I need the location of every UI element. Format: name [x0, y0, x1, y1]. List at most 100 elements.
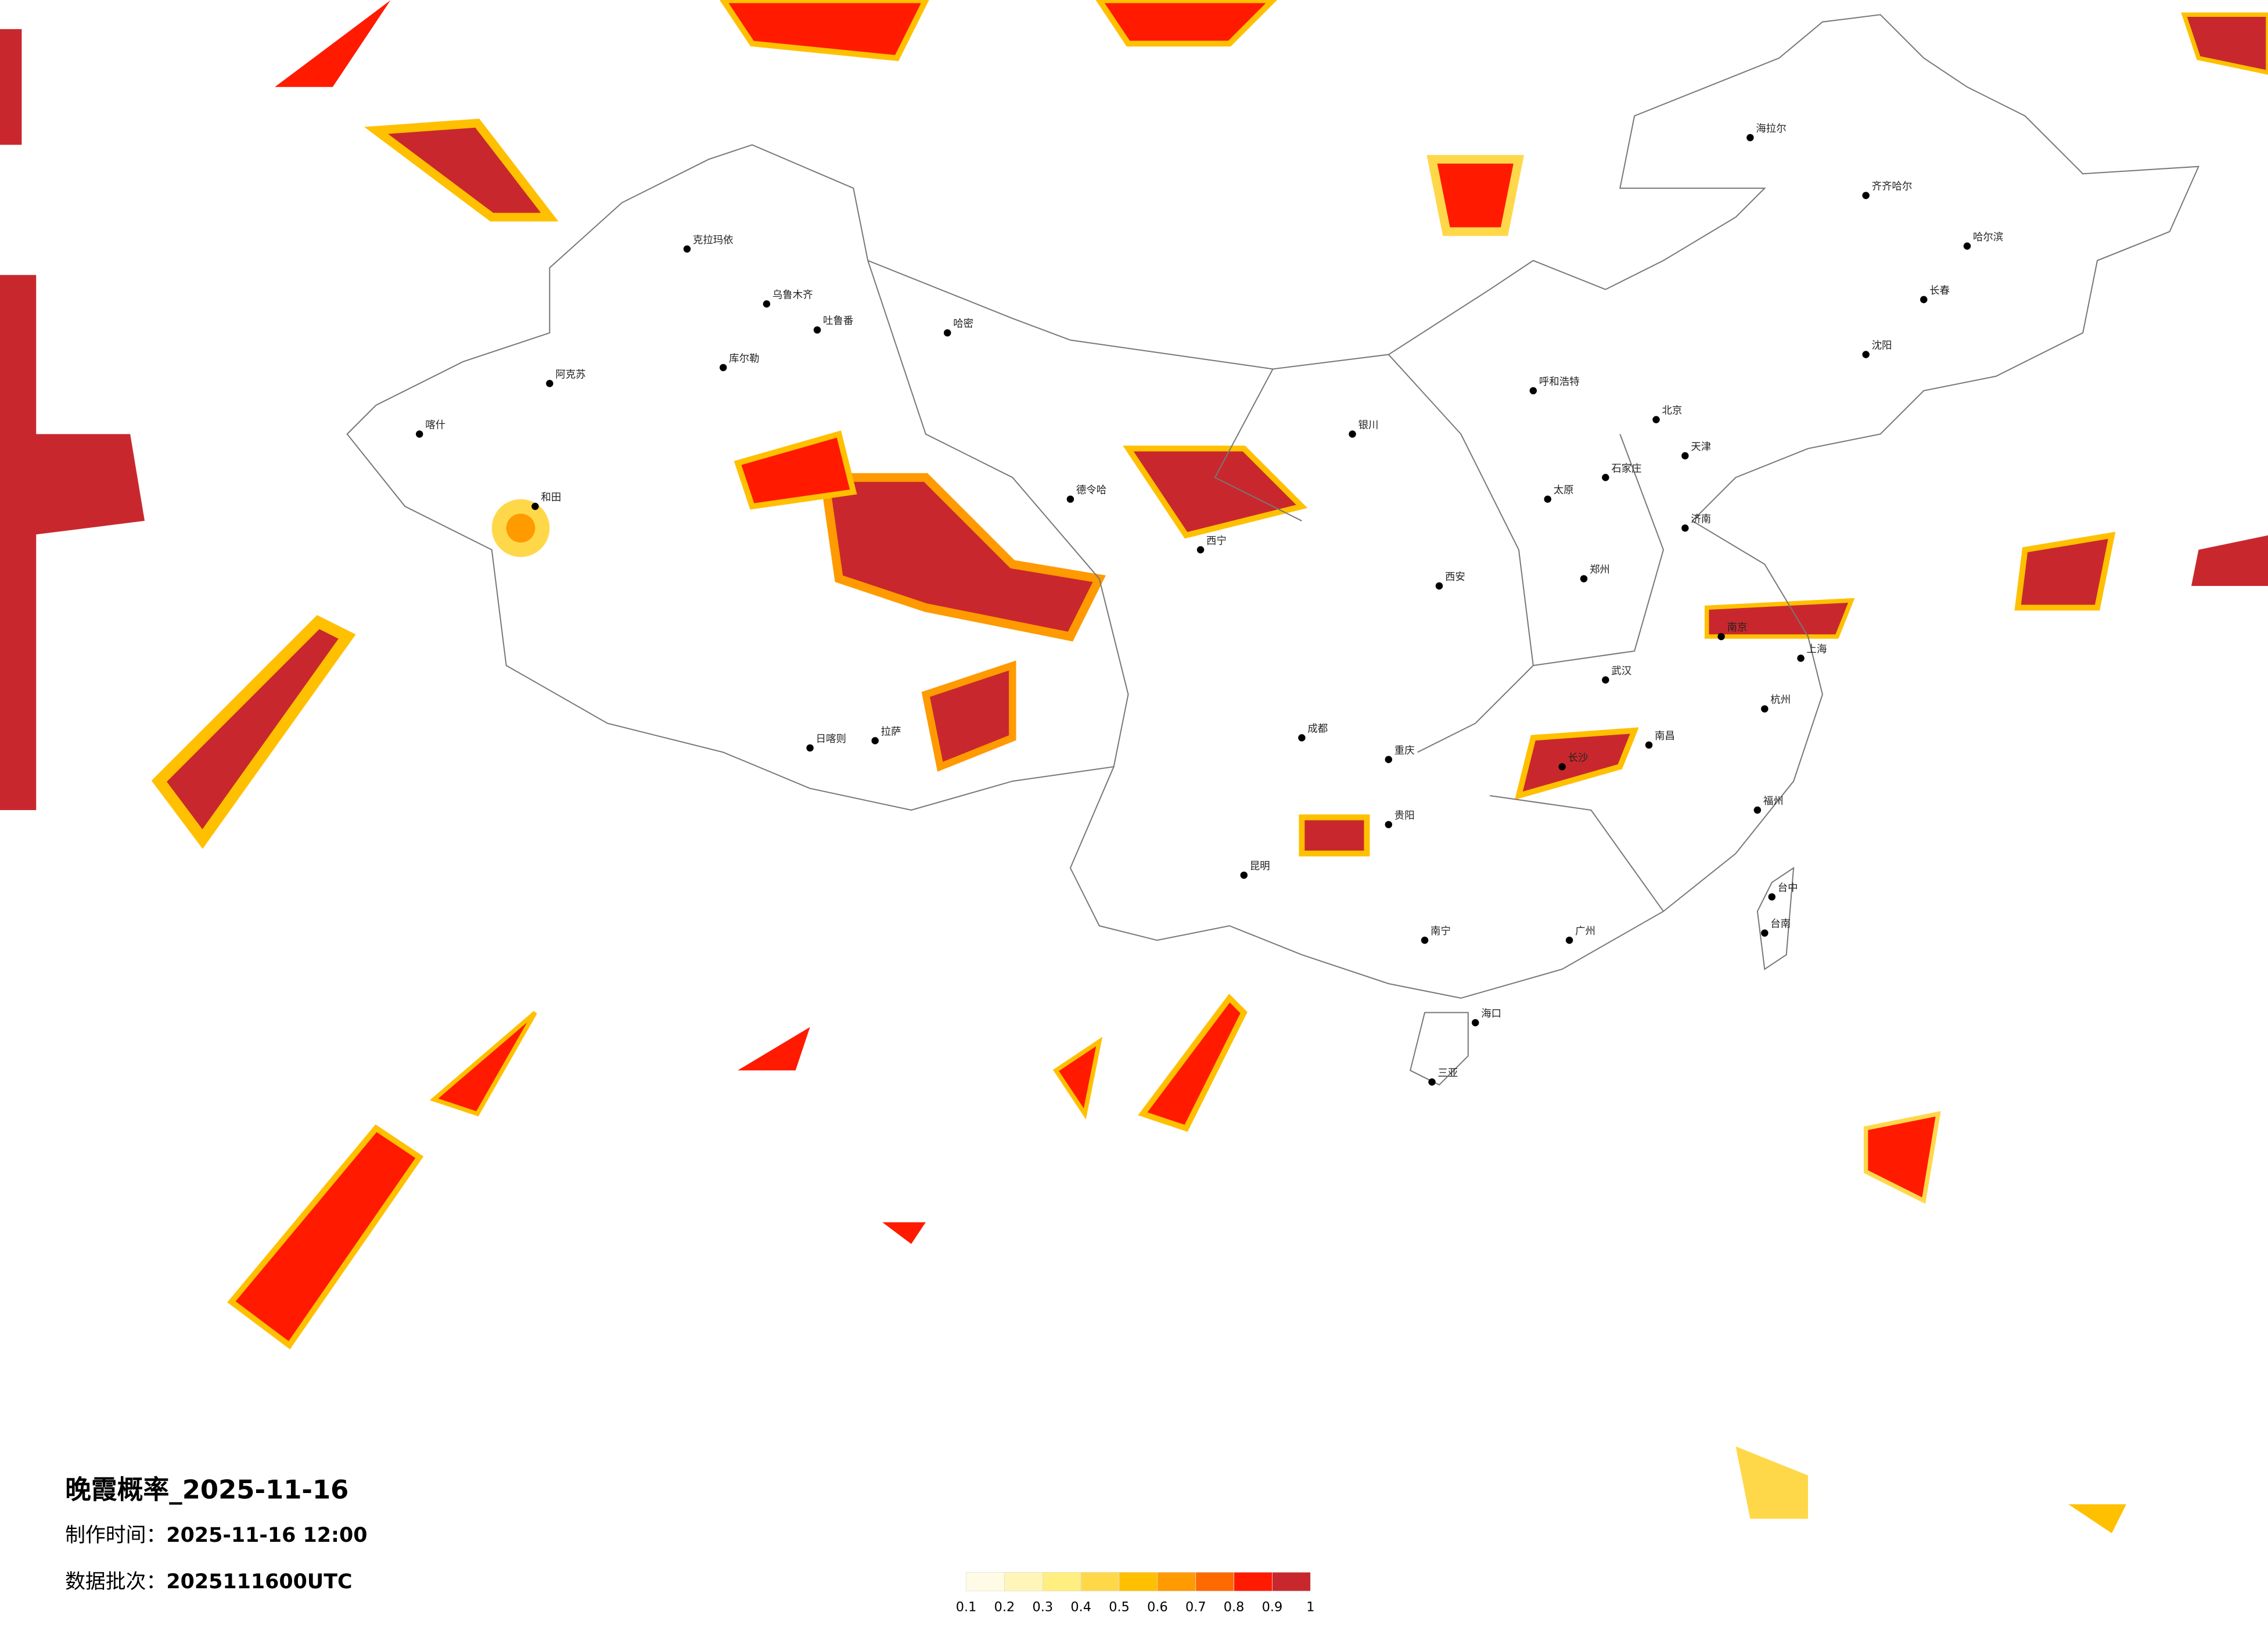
city-dot	[1920, 296, 1928, 304]
city-dot	[719, 364, 727, 372]
city-label: 石家庄	[1611, 463, 1641, 474]
city-label: 郑州	[1590, 564, 1610, 576]
colorbar-swatch	[1119, 1572, 1158, 1592]
city-dot	[1472, 1019, 1479, 1027]
city-dot	[1652, 416, 1660, 423]
city-label: 南昌	[1655, 731, 1675, 742]
city-label: 成都	[1307, 724, 1328, 735]
city-dot	[1753, 806, 1762, 814]
colorbar-swatch	[966, 1572, 1005, 1592]
made-label-text: 制作时间：	[65, 1524, 166, 1547]
city-label: 德令哈	[1076, 485, 1106, 497]
city-dot	[1862, 351, 1870, 358]
city-dot	[763, 300, 771, 308]
city-dot	[813, 326, 821, 334]
colorbar-swatch	[1004, 1572, 1043, 1592]
city-dot	[1529, 387, 1537, 395]
city-label: 三亚	[1437, 1067, 1458, 1079]
colorbar-tick-label: 0.3	[1033, 1600, 1054, 1615]
city-label: 福州	[1763, 796, 1784, 807]
made-value: 2025-11-16 12:00	[166, 1524, 367, 1547]
city-label: 齐齐哈尔	[1872, 181, 1913, 193]
city-dot	[1066, 495, 1074, 503]
colorbar-tick-label: 0.2	[994, 1600, 1015, 1615]
city-dot	[1240, 871, 1248, 879]
city-label: 广州	[1575, 926, 1595, 937]
city-dot	[683, 245, 691, 253]
city-dot	[1862, 192, 1870, 199]
made-label: 制作时间：2025-11-16 12:00	[65, 1524, 367, 1547]
heat-layer	[0, 0, 2268, 1534]
city-label: 库尔勒	[729, 353, 759, 365]
city-dot	[1797, 654, 1805, 662]
city-label: 昆明	[1250, 861, 1270, 872]
city-dot	[1761, 705, 1769, 713]
city-dot	[415, 430, 423, 438]
city-label: 北京	[1662, 405, 1683, 417]
city-label: 沈阳	[1872, 340, 1892, 352]
city-dot	[1746, 134, 1754, 142]
batch-value: 2025111600UTC	[166, 1570, 352, 1593]
colorbar-tick-label: 0.9	[1262, 1600, 1283, 1615]
city-dot	[1435, 582, 1443, 590]
city-dot	[1761, 929, 1769, 937]
map-title: 晚霞概率_2025-11-16	[65, 1474, 348, 1505]
colorbar-tick-label: 0.4	[1070, 1600, 1091, 1615]
city-label: 长沙	[1568, 752, 1588, 764]
city-label: 济南	[1691, 513, 1711, 525]
colorbar-swatch	[1234, 1572, 1273, 1592]
city-dot	[1558, 763, 1566, 771]
colorbar-swatch	[1272, 1572, 1311, 1592]
city-dot	[1565, 936, 1573, 944]
city-dot	[1544, 495, 1551, 503]
city-label: 呼和浩特	[1539, 376, 1580, 388]
city-label: 西宁	[1206, 535, 1227, 547]
colorbar-tick-label: 0.1	[956, 1600, 977, 1615]
city-label: 天津	[1691, 441, 1711, 453]
city-dot	[1717, 632, 1725, 641]
city-label: 南京	[1727, 622, 1748, 634]
city-label: 喀什	[425, 420, 445, 431]
city-dot	[1681, 524, 1689, 532]
colorbar-tick-label: 0.8	[1224, 1600, 1245, 1615]
city-label: 重庆	[1394, 745, 1415, 757]
city-dot	[806, 744, 814, 752]
city-dot	[871, 737, 879, 744]
city-label: 拉萨	[881, 726, 901, 738]
city-label: 阿克苏	[555, 369, 585, 380]
city-label: 乌鲁木齐	[772, 289, 813, 301]
city-label: 南宁	[1430, 926, 1451, 937]
colorbar: 0.1 0.2 0.3 0.4 0.5 0.6 0.7 0.8 0.9 1	[956, 1572, 1314, 1615]
colorbar-swatch	[1195, 1572, 1234, 1592]
city-label: 海口	[1481, 1008, 1501, 1020]
city-label: 和田	[541, 492, 561, 503]
city-label: 上海	[1807, 644, 1827, 656]
colorbar-tick-label: 0.6	[1147, 1600, 1168, 1615]
city-label: 台中	[1778, 882, 1798, 894]
colorbar-swatch	[1157, 1572, 1196, 1592]
colorbar-tick-label: 1	[1306, 1600, 1314, 1615]
city-label: 杭州	[1770, 695, 1791, 706]
city-dot	[1681, 452, 1689, 460]
colorbar-tick-label: 0.7	[1185, 1600, 1206, 1615]
city-dot	[1602, 473, 1609, 481]
city-label: 克拉玛依	[693, 235, 734, 246]
colorbar-tick-label: 0.5	[1109, 1600, 1130, 1615]
city-dot	[1768, 893, 1776, 901]
batch-label: 数据批次：2025111600UTC	[65, 1570, 353, 1593]
city-dot	[1421, 936, 1429, 944]
city-dot	[1196, 546, 1205, 553]
city-dot	[1602, 676, 1609, 684]
city-dot	[944, 329, 951, 337]
city-dot	[1385, 756, 1393, 764]
city-dot	[1428, 1078, 1436, 1086]
city-label: 贵阳	[1394, 810, 1415, 822]
colorbar-swatch	[1042, 1572, 1081, 1592]
batch-label-text: 数据批次：	[65, 1570, 166, 1593]
city-label: 长春	[1929, 285, 1950, 297]
city-label: 西安	[1445, 571, 1465, 583]
city-label: 海拉尔	[1756, 123, 1786, 135]
city-label: 吐鲁番	[823, 315, 853, 327]
city-dot	[1580, 575, 1588, 582]
